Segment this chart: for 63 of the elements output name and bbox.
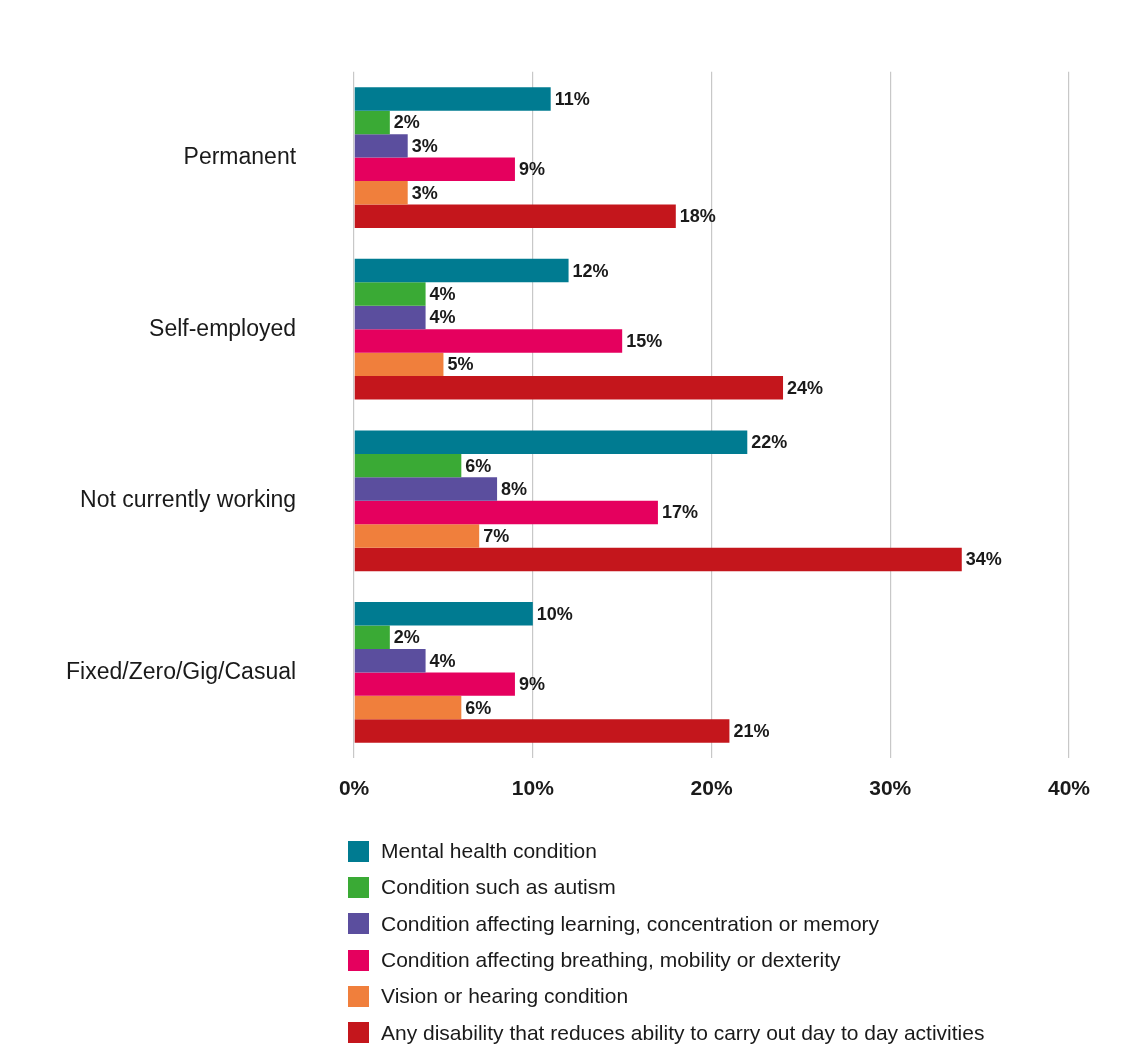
bar: [354, 625, 390, 649]
data-label: 2%: [393, 627, 420, 648]
x-tick-label: 40%: [1047, 775, 1091, 799]
bar: [354, 282, 426, 306]
data-label: 4%: [429, 283, 456, 304]
data-label: 8%: [501, 479, 528, 500]
bar: [354, 500, 658, 525]
y-tick-label: Fixed/Zero/Gig/Casual: [66, 657, 297, 684]
bar: [354, 181, 408, 205]
bar: [354, 258, 569, 283]
data-label: 17%: [661, 502, 698, 523]
y-tick-label: Self-employed: [149, 314, 297, 341]
legend-label: Condition affecting learning, concentration or memory: [381, 911, 880, 936]
data-label: 24%: [787, 377, 824, 398]
data-label: 5%: [447, 354, 474, 375]
y-tick-label: Permanent: [183, 142, 297, 169]
bar: [354, 87, 551, 111]
x-tick-label: 10%: [511, 775, 555, 799]
bar: [354, 204, 676, 228]
bar: [354, 648, 426, 673]
bar: [354, 524, 480, 548]
bar: [354, 134, 408, 158]
data-label: 9%: [518, 159, 545, 180]
legend-label: Vision or hearing condition: [381, 984, 629, 1009]
data-label: 4%: [429, 650, 456, 671]
x-tick-label: 0%: [338, 775, 370, 799]
data-label: 9%: [518, 674, 545, 695]
bar: [354, 305, 426, 330]
bar: [354, 547, 962, 572]
bar: [354, 157, 515, 182]
legend-label: Any disability that reduces ability to carry out day to day activities: [381, 1020, 985, 1045]
bar: [354, 376, 784, 400]
x-tick-label: 20%: [690, 775, 733, 799]
y-tick-label: Not currently working: [80, 486, 297, 513]
bar: [354, 602, 533, 626]
data-label: 11%: [554, 88, 590, 109]
data-label: 6%: [465, 697, 492, 718]
data-label: 10%: [536, 603, 573, 624]
data-label: 6%: [465, 455, 492, 476]
data-label: 2%: [393, 112, 420, 133]
bar: [354, 453, 462, 478]
data-label: 12%: [572, 260, 609, 281]
data-label: 7%: [483, 525, 510, 546]
data-label: 21%: [733, 721, 770, 741]
data-label: 22%: [751, 432, 788, 453]
data-label: 18%: [679, 206, 716, 227]
legend-label: Condition affecting breathing, mobility or dexterity: [381, 948, 841, 973]
bar: [354, 695, 462, 720]
bar: [354, 329, 623, 353]
bar: [354, 477, 498, 501]
data-label: 15%: [626, 330, 663, 351]
data-label: 3%: [411, 135, 438, 156]
legend-label: Mental health condition: [381, 839, 597, 864]
bar: [354, 110, 390, 135]
legend-label: Condition such as autism: [381, 875, 616, 900]
data-label: 34%: [965, 549, 1002, 570]
bar: [354, 719, 730, 743]
x-tick-label: 30%: [869, 775, 912, 799]
data-label: 4%: [429, 307, 456, 328]
bar: [354, 352, 444, 377]
bar: [354, 672, 515, 696]
data-label: 3%: [411, 182, 438, 203]
bar: [354, 430, 748, 454]
